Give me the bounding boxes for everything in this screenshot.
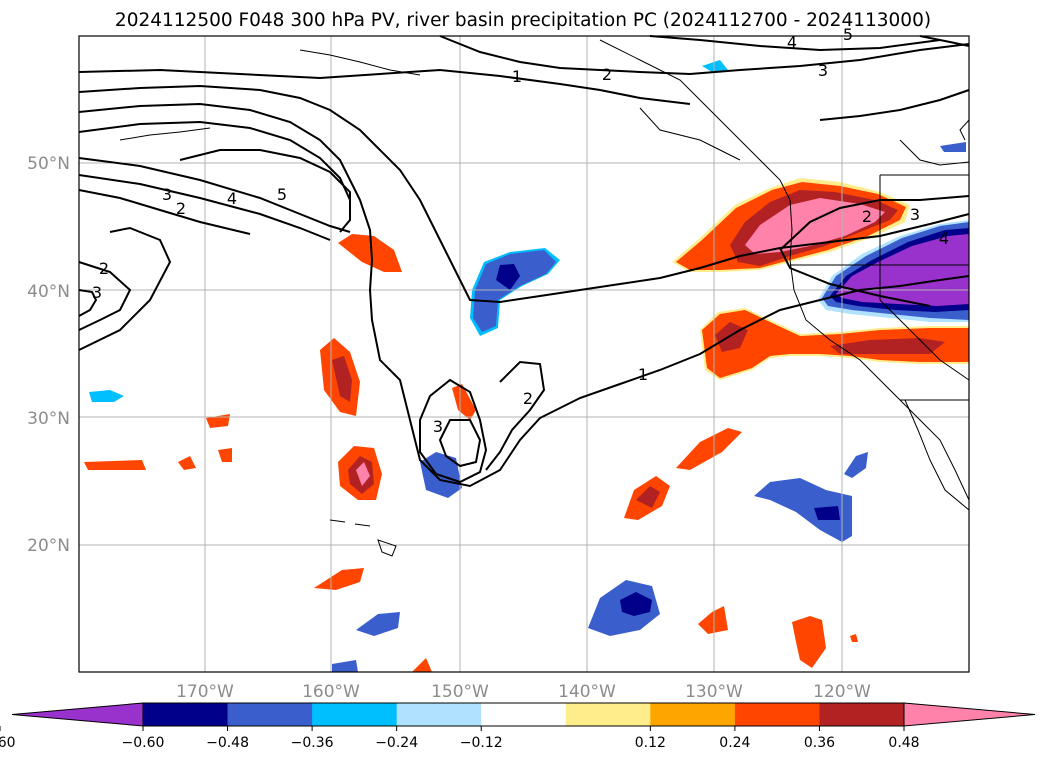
colorbar-segment	[650, 703, 736, 726]
colorbar-tick-label: 0.60	[0, 735, 16, 751]
colorbar-tick-label: 0.36	[804, 735, 835, 751]
lon-label: 170°W	[176, 682, 234, 702]
negative-anomaly-region	[89, 390, 124, 402]
colorbar-segment	[396, 703, 482, 726]
colorbar-segment	[312, 703, 398, 726]
map-title: 2024112500 F048 300 hPa PV, river basin …	[115, 10, 931, 31]
negative-anomaly-region	[356, 612, 400, 636]
negative-anomaly-region	[940, 142, 966, 152]
pv-contours	[78, 35, 970, 488]
positive-anomaly-region	[636, 486, 660, 508]
positive-anomaly-region	[745, 198, 885, 254]
contour-label: 5	[843, 25, 853, 44]
colorbar-tick-label: −0.12	[460, 735, 503, 751]
map-frame	[78, 35, 970, 673]
contour-label: 2	[176, 199, 186, 218]
lon-label: 130°W	[685, 682, 743, 702]
negative-anomaly-region	[814, 506, 840, 520]
colorbar	[11, 702, 1036, 727]
colorbar-ticks: −0.60 −0.48 −0.36 −0.24 −0.12 0.12 0.24 0.36 0.4…	[0, 726, 920, 751]
lat-label: 50°N	[27, 154, 70, 174]
lon-label: 160°W	[302, 682, 360, 702]
positive-anomaly-region	[452, 384, 476, 420]
lon-label: 140°W	[558, 682, 616, 702]
positive-anomaly-region	[314, 568, 364, 590]
negative-anomaly-region	[844, 452, 868, 478]
longitude-labels: 170°W 160°W 150°W 140°W 130°W 120°W	[176, 682, 871, 702]
positive-anomaly-region	[412, 658, 432, 672]
lon-label: 120°W	[813, 682, 871, 702]
contour-label: 3	[910, 205, 920, 224]
lat-label: 30°N	[27, 409, 70, 429]
colorbar-tick-label: −0.24	[375, 735, 418, 751]
contour-label: 3	[92, 283, 102, 302]
negative-anomaly-region	[620, 592, 652, 616]
colorbar-border	[142, 702, 905, 727]
negative-anomaly-region	[473, 250, 556, 332]
lon-label: 150°W	[431, 682, 489, 702]
negative-anomaly-region	[702, 60, 728, 72]
positive-anomaly-region	[830, 338, 945, 354]
colorbar-segment	[481, 703, 567, 726]
contour-label: 2	[602, 65, 612, 84]
negative-anomaly-region	[836, 234, 969, 306]
contour-label: 1	[638, 365, 648, 384]
contour-label: 3	[433, 417, 443, 436]
lat-label: 20°N	[27, 536, 70, 556]
positive-anomaly-region	[792, 616, 826, 668]
positive-anomaly-region	[676, 428, 742, 470]
colorbar-tick-label: −0.48	[206, 735, 249, 751]
latitude-labels: 20°N 30°N 40°N 50°N	[27, 154, 70, 556]
contour-label: 5	[277, 185, 287, 204]
contour-label: 2	[99, 259, 109, 278]
map-gridlines	[79, 36, 969, 672]
negative-anomaly-region	[332, 660, 358, 672]
contour-label: 2	[523, 389, 533, 408]
positive-anomaly-region	[178, 456, 196, 470]
contour-label: 4	[939, 229, 949, 248]
colorbar-segment	[734, 703, 820, 726]
colorbar-segment	[227, 703, 313, 726]
contour-label: 4	[227, 189, 237, 208]
pv-contour-labels: 1 2 3 4 5 3 2 4 5 2 3 3 2 1 2 3 4	[92, 25, 949, 436]
colorbar-tick-label: 0.48	[888, 735, 919, 751]
positive-anomaly-region	[338, 234, 402, 272]
positive-anomaly-region	[218, 448, 232, 462]
contour-label: 1	[512, 67, 522, 86]
lat-label: 40°N	[27, 282, 70, 302]
colorbar-segment	[819, 703, 905, 726]
coastlines	[119, 39, 970, 557]
contour-label: 4	[787, 33, 797, 52]
positive-anomaly-region	[698, 606, 728, 634]
negative-anomaly-region	[754, 478, 852, 542]
colorbar-segment	[143, 703, 229, 726]
colorbar-tick-label: 0.12	[635, 735, 666, 751]
contour-label: 3	[162, 185, 172, 204]
negative-anomaly-region	[496, 264, 520, 290]
contour-label: 3	[818, 61, 828, 80]
colorbar-extend-low	[11, 702, 144, 727]
positive-anomaly-region	[356, 462, 370, 486]
colorbar-tick-label: −0.60	[122, 735, 165, 751]
positive-anomaly-region	[850, 634, 858, 642]
positive-anomaly-region	[84, 460, 146, 470]
colorbar-tick-label: −0.36	[291, 735, 334, 751]
positive-anomaly-region	[332, 356, 352, 402]
contour-label: 2	[862, 207, 872, 226]
colorbar-tick-label: 0.24	[719, 735, 750, 751]
colorbar-extend-high	[903, 702, 1036, 727]
colorbar-segment	[565, 703, 651, 726]
